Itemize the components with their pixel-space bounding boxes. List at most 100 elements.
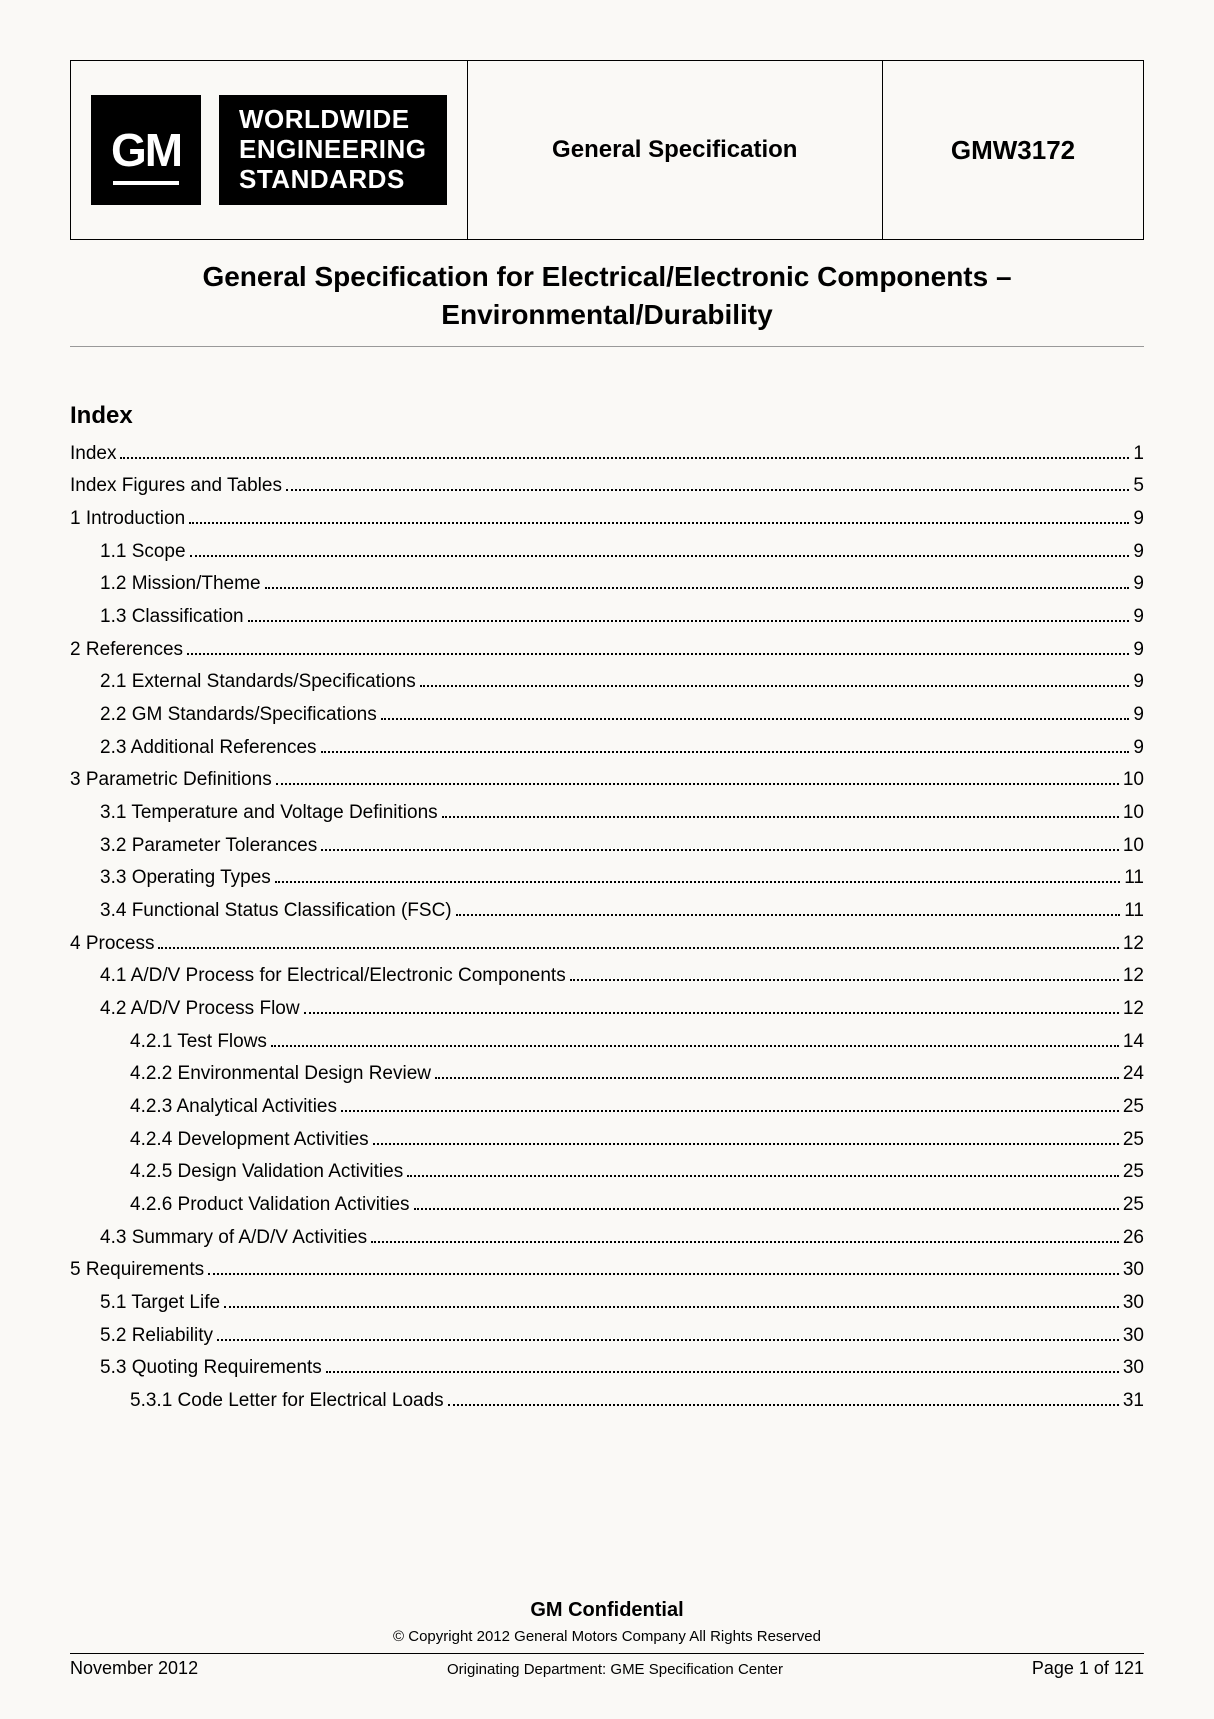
toc-page: 11: [1124, 862, 1144, 895]
toc-dots: [304, 997, 1119, 1014]
toc-row: 4.2.5 Design Validation Activities25: [70, 1156, 1144, 1189]
toc-row: 4.2.3 Analytical Activities 25: [70, 1091, 1144, 1124]
toc-dots: [208, 1258, 1119, 1275]
toc-row: 3.3 Operating Types 11: [70, 862, 1144, 895]
toc-label: 4.1 A/D/V Process for Electrical/Electro…: [100, 960, 566, 993]
toc-dots: [414, 1193, 1119, 1210]
toc-label: 3.4 Functional Status Classification (FS…: [100, 895, 452, 928]
toc-dots: [570, 964, 1119, 981]
toc-label: 4.2.4 Development Activities: [130, 1124, 369, 1157]
toc-row: 4.1 A/D/V Process for Electrical/Electro…: [70, 960, 1144, 993]
toc-dots: [341, 1095, 1119, 1112]
toc-row: 5.1 Target Life 30: [70, 1287, 1144, 1320]
toc-page: 9: [1133, 732, 1144, 765]
toc-page: 9: [1133, 568, 1144, 601]
toc-dots: [326, 1356, 1119, 1373]
toc-row: 4.3 Summary of A/D/V Activities26: [70, 1222, 1144, 1255]
toc-row: 3 Parametric Definitions10: [70, 764, 1144, 797]
toc-page: 14: [1123, 1026, 1144, 1059]
toc-dots: [442, 801, 1119, 818]
toc-dots: [217, 1324, 1119, 1341]
toc-row: 5.2 Reliability30: [70, 1320, 1144, 1353]
toc-page: 12: [1123, 960, 1144, 993]
toc-dots: [420, 670, 1130, 687]
toc-dots: [120, 441, 1129, 458]
footer-origin: Originating Department: GME Specificatio…: [447, 1661, 783, 1678]
toc-label: 3.2 Parameter Tolerances: [100, 830, 317, 863]
toc-row: 3.2 Parameter Tolerances 10: [70, 830, 1144, 863]
gm-logo-underline: [113, 181, 179, 185]
wes-line3: STANDARDS: [239, 165, 427, 195]
toc-row: 4.2 A/D/V Process Flow12: [70, 993, 1144, 1026]
page: GM WORLDWIDE ENGINEERING STANDARDS Gener…: [0, 0, 1214, 1719]
toc-page: 30: [1123, 1352, 1144, 1385]
footer-bar: November 2012 Originating Department: GM…: [70, 1653, 1144, 1679]
toc-label: 5.1 Target Life: [100, 1287, 220, 1320]
toc-dots: [190, 539, 1130, 556]
toc-page: 12: [1123, 993, 1144, 1026]
header-frame: GM WORLDWIDE ENGINEERING STANDARDS Gener…: [70, 60, 1144, 240]
toc-page: 12: [1123, 928, 1144, 961]
toc-dots: [224, 1291, 1119, 1308]
header-left: GM WORLDWIDE ENGINEERING STANDARDS: [71, 61, 468, 239]
toc-dots: [448, 1389, 1119, 1406]
toc-label: 3.3 Operating Types: [100, 862, 271, 895]
toc-dots: [321, 833, 1119, 850]
toc-label: 4.3 Summary of A/D/V Activities: [100, 1222, 367, 1255]
toc-label: 3 Parametric Definitions: [70, 764, 272, 797]
toc-row: 4.2.6 Product Validation Activities 25: [70, 1189, 1144, 1222]
toc-dots: [321, 735, 1130, 752]
doc-title: General Specification for Electrical/Ele…: [70, 258, 1144, 347]
toc-label: 2 References: [70, 634, 183, 667]
toc-label: Index Figures and Tables: [70, 470, 282, 503]
toc-label: 4.2.6 Product Validation Activities: [130, 1189, 410, 1222]
doc-title-line2: Environmental/Durability: [441, 299, 772, 330]
toc-page: 25: [1123, 1189, 1144, 1222]
footer-page: Page 1 of 121: [1032, 1658, 1144, 1679]
toc-dots: [276, 768, 1119, 785]
toc-dots: [187, 637, 1129, 654]
toc-row: 5.3.1 Code Letter for Electrical Loads31: [70, 1385, 1144, 1418]
toc-page: 9: [1133, 699, 1144, 732]
toc-page: 25: [1123, 1091, 1144, 1124]
toc-row: 1 Introduction 9: [70, 503, 1144, 536]
toc-row: 1.2 Mission/Theme 9: [70, 568, 1144, 601]
toc-row: 1.3 Classification9: [70, 601, 1144, 634]
toc-dots: [456, 899, 1121, 916]
toc-dots: [286, 474, 1129, 491]
toc-dots: [275, 866, 1121, 883]
toc-row: 5.3 Quoting Requirements30: [70, 1352, 1144, 1385]
footer-copyright: © Copyright 2012 General Motors Company …: [70, 1628, 1144, 1645]
toc-dots: [373, 1128, 1119, 1145]
toc-page: 11: [1124, 895, 1144, 928]
toc-label: 1.1 Scope: [100, 536, 186, 569]
toc-page: 9: [1133, 503, 1144, 536]
header-right: GMW3172: [883, 61, 1143, 239]
toc-label: 5 Requirements: [70, 1254, 204, 1287]
index-heading: Index: [70, 402, 1144, 430]
doc-number: GMW3172: [951, 135, 1075, 166]
toc-label: 1.3 Classification: [100, 601, 244, 634]
toc-dots: [435, 1062, 1119, 1079]
toc-label: 4.2.3 Analytical Activities: [130, 1091, 337, 1124]
toc-dots: [381, 703, 1130, 720]
gm-logo: GM: [91, 95, 201, 205]
toc-page: 1: [1133, 438, 1144, 471]
wes-line1: WORLDWIDE: [239, 105, 427, 135]
toc-page: 10: [1123, 830, 1144, 863]
toc-label: 4 Process: [70, 928, 154, 961]
doc-title-line1: General Specification for Electrical/Ele…: [202, 261, 1011, 292]
toc-label: 2.2 GM Standards/Specifications: [100, 699, 377, 732]
toc-page: 30: [1123, 1287, 1144, 1320]
toc-row: 2.1 External Standards/Specifications9: [70, 666, 1144, 699]
wes-block: WORLDWIDE ENGINEERING STANDARDS: [219, 95, 447, 205]
toc-label: 1 Introduction: [70, 503, 185, 536]
toc-label: 5.3.1 Code Letter for Electrical Loads: [130, 1385, 444, 1418]
toc-dots: [248, 605, 1130, 622]
toc-dots: [158, 931, 1118, 948]
toc-row: 4.2.4 Development Activities25: [70, 1124, 1144, 1157]
toc-row: 2.2 GM Standards/Specifications 9: [70, 699, 1144, 732]
toc-dots: [407, 1160, 1119, 1177]
toc-dots: [371, 1226, 1119, 1243]
toc-label: 1.2 Mission/Theme: [100, 568, 261, 601]
